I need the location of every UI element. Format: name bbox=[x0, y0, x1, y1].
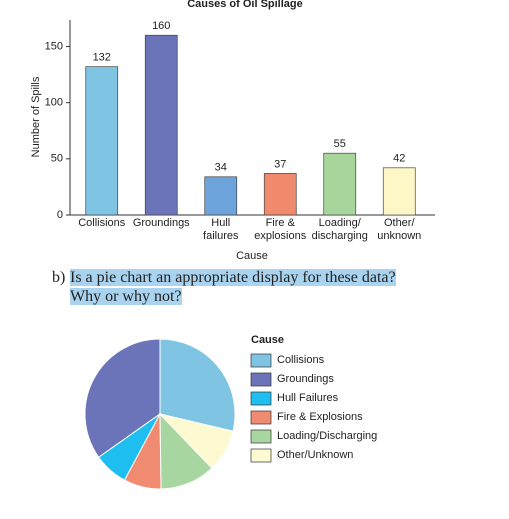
value-label: 160 bbox=[152, 20, 170, 32]
legend-swatch bbox=[250, 448, 272, 463]
question-line: Why or why not? bbox=[70, 287, 182, 306]
legend-label: Collisions bbox=[277, 354, 325, 366]
x-tick-label: Other/ unknown bbox=[377, 217, 422, 242]
legend-label: Other/Unknown bbox=[277, 449, 353, 461]
pie-slice bbox=[159, 338, 236, 432]
chart-title: Causes of Oil Spillage bbox=[187, 0, 303, 10]
y-tick-label: 150 bbox=[45, 40, 63, 52]
legend-swatch bbox=[250, 372, 272, 387]
value-label: 34 bbox=[215, 162, 227, 174]
x-tick-label: Loading/ discharging bbox=[311, 217, 368, 242]
x-tick-label: Hull failures bbox=[203, 217, 239, 242]
question-text: Why or why not? bbox=[70, 288, 182, 305]
pie-slice bbox=[158, 413, 234, 469]
x-tick-label: Fire & explosions bbox=[254, 217, 307, 242]
bar bbox=[204, 176, 238, 216]
legend-label: Fire & Explosions bbox=[277, 411, 363, 423]
value-label: 37 bbox=[274, 158, 286, 170]
legend-label: Loading/Discharging bbox=[277, 430, 377, 442]
legend-swatch bbox=[250, 391, 272, 406]
legend-swatch bbox=[250, 429, 272, 444]
value-label: 42 bbox=[393, 153, 405, 165]
legend-swatch bbox=[250, 410, 272, 425]
x-tick-label: Groundings bbox=[132, 217, 190, 229]
x-axis-label: Cause bbox=[236, 250, 268, 262]
bar bbox=[323, 152, 357, 216]
value-label: 132 bbox=[93, 52, 111, 64]
question-label: b) bbox=[52, 269, 66, 286]
legend-title: Cause bbox=[251, 334, 284, 346]
pie-slice bbox=[84, 338, 161, 458]
bar bbox=[263, 173, 297, 216]
legend-label: Groundings bbox=[277, 373, 334, 385]
bar bbox=[382, 167, 416, 216]
y-tick-label: 100 bbox=[45, 97, 63, 109]
question-line: Is a pie chart an appropriate display fo… bbox=[70, 268, 396, 287]
legend-label: Hull Failures bbox=[277, 392, 339, 404]
question-text: Is a pie chart an appropriate display fo… bbox=[70, 269, 396, 286]
legend-swatch bbox=[250, 353, 272, 368]
y-axis-label: Number of Spills bbox=[30, 76, 42, 157]
y-tick-label: 50 bbox=[51, 153, 63, 165]
x-tick-label: Collisions bbox=[78, 217, 126, 229]
value-label: 55 bbox=[334, 138, 346, 150]
bar bbox=[144, 34, 178, 216]
bar bbox=[85, 66, 119, 216]
y-tick-label: 0 bbox=[57, 209, 63, 221]
